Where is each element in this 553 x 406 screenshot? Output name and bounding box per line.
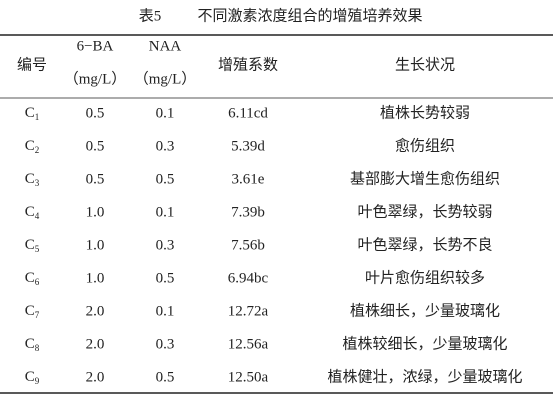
cell: 12.50a (228, 369, 269, 385)
header-cell: （mg/L） (134, 70, 197, 87)
cell: 0.5 (156, 270, 175, 286)
caption-title: 不同激素浓度组合的增殖培养效果 (197, 7, 422, 24)
row-id-base: C (25, 369, 35, 385)
cell: 12.72a (228, 303, 269, 319)
cell: 植株健壮，浓绿，少量玻璃化 (327, 368, 522, 385)
row-id-base: C (25, 336, 35, 352)
cell: 0.1 (156, 105, 175, 121)
cell: 2.0 (86, 336, 105, 352)
cell: 叶色翠绿，长势不良 (357, 236, 492, 253)
cell: 0.3 (156, 138, 175, 154)
cell: 0.5 (156, 171, 175, 187)
cell: 5.39d (231, 138, 265, 154)
row-id-sub: 2 (35, 145, 40, 155)
row-id-sub: 9 (35, 376, 40, 386)
row-id: C6 (25, 270, 40, 287)
row-id-sub: 4 (35, 211, 40, 221)
header-cell: NAA (149, 38, 182, 54)
header-cell: （mg/L） (64, 70, 127, 87)
row-id: C4 (25, 204, 40, 221)
header-cell: 6−BA (77, 38, 114, 54)
row-id-sub: 5 (35, 244, 40, 254)
cell: 愈伤组织 (395, 137, 455, 154)
cell: 植株长势较弱 (380, 103, 470, 121)
row-id: C9 (25, 369, 40, 386)
caption-label: 表5 (139, 7, 162, 24)
cell: 7.39b (231, 204, 265, 220)
cell: 叶色翠绿，长势较弱 (357, 202, 492, 220)
cell: 植株细长，少量玻璃化 (350, 302, 500, 319)
cell: 1.0 (86, 204, 105, 220)
cell: 1.0 (86, 237, 105, 253)
row-id-sub: 3 (35, 178, 40, 188)
row-id-base: C (25, 237, 35, 253)
cell: 2.0 (86, 303, 105, 319)
header-cell: 生长状况 (395, 56, 455, 73)
row-id-base: C (25, 138, 35, 154)
cell: 1.0 (86, 270, 105, 286)
row-id-base: C (25, 303, 35, 319)
row-id: C1 (25, 105, 40, 122)
cell: 基部膨大增生愈伤组织 (350, 170, 500, 187)
cell: 6.11cd (228, 105, 268, 121)
row-id-sub: 1 (35, 112, 40, 122)
row-id-base: C (25, 171, 35, 187)
row-id-base: C (25, 204, 35, 220)
cell: 0.5 (156, 369, 175, 385)
cell: 叶片愈伤组织较多 (365, 268, 485, 286)
cell: 7.56b (231, 237, 265, 253)
cell: 0.1 (156, 204, 175, 220)
row-id: C7 (25, 303, 40, 320)
cell: 0.5 (86, 105, 105, 121)
row-id: C8 (25, 336, 40, 353)
row-id-sub: 8 (35, 343, 40, 353)
header-cell: 增殖系数 (218, 56, 278, 73)
row-id-sub: 6 (35, 277, 40, 287)
row-id: C3 (25, 171, 40, 188)
cell: 0.5 (86, 138, 105, 154)
header-cell: 编号 (17, 56, 47, 73)
row-id: C5 (25, 237, 40, 254)
cell: 0.1 (156, 303, 175, 319)
cell: 6.94bc (228, 270, 269, 286)
cell: 3.61e (232, 171, 265, 187)
row-id-base: C (25, 270, 35, 286)
row-id-sub: 7 (35, 310, 40, 320)
cell: 2.0 (86, 369, 105, 385)
cell: 0.3 (156, 237, 175, 253)
cell: 12.56a (228, 336, 269, 352)
cell: 0.5 (86, 171, 105, 187)
row-id-base: C (25, 105, 35, 121)
row-id: C2 (25, 138, 40, 155)
cell: 0.3 (156, 336, 175, 352)
cell: 植株较细长，少量玻璃化 (342, 334, 507, 352)
